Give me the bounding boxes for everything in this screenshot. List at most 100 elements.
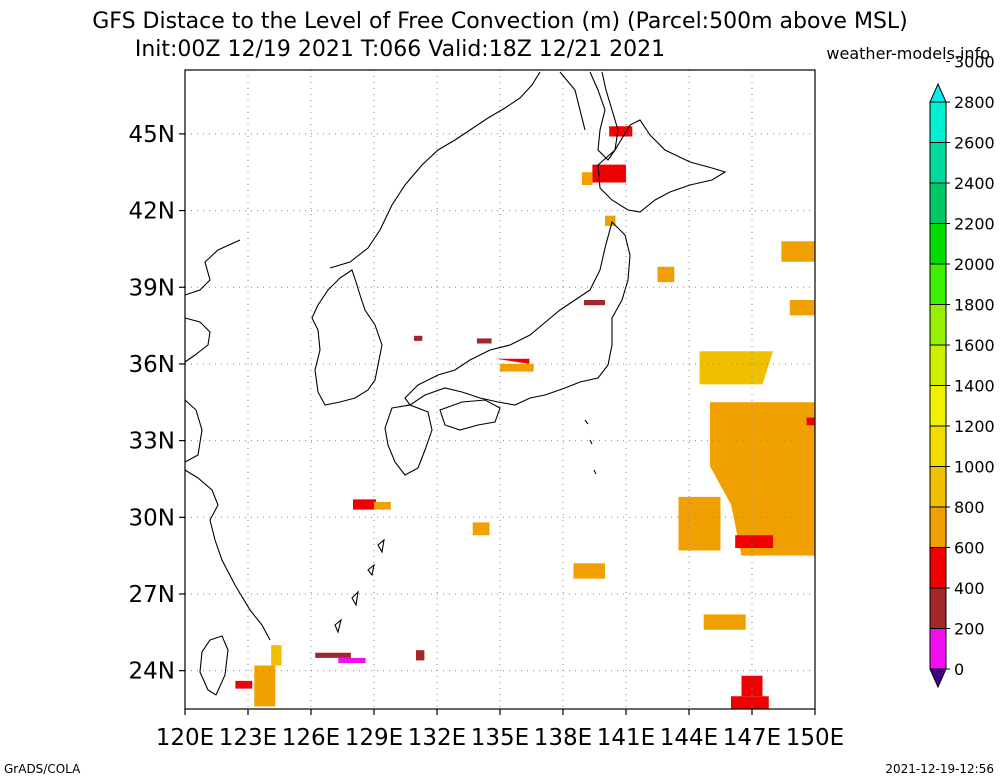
colorbar-label: 2200 bbox=[954, 215, 995, 234]
colorbar-label: 2600 bbox=[954, 134, 995, 153]
field-patch bbox=[789, 300, 815, 316]
coastlines bbox=[184, 71, 727, 696]
taiwan-coast bbox=[199, 635, 229, 696]
colorbar-box bbox=[929, 263, 947, 305]
field-patch bbox=[235, 680, 253, 689]
colorbar-box bbox=[929, 304, 947, 346]
footer-left: GrADS/COLA bbox=[4, 762, 81, 776]
field-patch bbox=[476, 338, 492, 344]
field-patch bbox=[353, 499, 377, 510]
izu-islands bbox=[584, 419, 597, 475]
field-patch bbox=[710, 402, 815, 556]
lon-label: 135E bbox=[471, 725, 529, 751]
colorbar-box bbox=[929, 385, 947, 427]
field-patch bbox=[315, 652, 351, 658]
map-border bbox=[184, 69, 816, 710]
map-subtitle: Init:00Z 12/19 2021 T:066 Valid:18Z 12/2… bbox=[134, 37, 666, 62]
lon-label: 150E bbox=[786, 725, 844, 751]
field-patch bbox=[500, 363, 534, 372]
lon-label: 120E bbox=[156, 725, 214, 751]
field-patch bbox=[338, 657, 366, 663]
footer-right: 2021-12-19-12:56 bbox=[885, 762, 994, 776]
colorbar-box bbox=[929, 425, 947, 467]
field-patch bbox=[581, 172, 593, 185]
map-title: GFS Distace to the Level of Free Convect… bbox=[92, 9, 908, 34]
colorbar-label: 2000 bbox=[954, 255, 995, 274]
field-patch bbox=[573, 563, 605, 579]
field-patch bbox=[416, 650, 425, 661]
lat-lon-grid bbox=[185, 70, 815, 709]
lat-label: 24N bbox=[129, 659, 175, 685]
colorbar-label: 1600 bbox=[954, 336, 995, 355]
lon-label: 132E bbox=[408, 725, 466, 751]
lat-label: 45N bbox=[129, 122, 175, 148]
lat-label: 33N bbox=[129, 429, 175, 455]
colorbar-box bbox=[929, 142, 947, 184]
colorbar-max-tip bbox=[929, 82, 947, 103]
colorbar-box bbox=[929, 101, 947, 143]
honshu-coast bbox=[404, 220, 631, 406]
colorbar: 0 200 400 600 800 1000 1200 1400 1600 1800 2000 220… bbox=[929, 53, 995, 689]
colorbar-label: 800 bbox=[954, 498, 985, 517]
field-patch bbox=[731, 696, 769, 709]
field-patch bbox=[806, 417, 815, 426]
colorbar-box bbox=[929, 628, 947, 670]
colorbar-label: 3000 bbox=[954, 53, 995, 72]
colorbar-label: 200 bbox=[954, 620, 985, 639]
china-coast bbox=[184, 239, 271, 641]
lon-label: 147E bbox=[723, 725, 781, 751]
lat-labels: 24N 27N 30N 33N 36N 39N 42N 45N bbox=[129, 122, 175, 685]
field-patch bbox=[374, 502, 391, 510]
colorbar-box bbox=[929, 506, 947, 548]
hokkaido-coast bbox=[597, 119, 727, 213]
lon-label: 126E bbox=[282, 725, 340, 751]
axis-ticks bbox=[179, 133, 816, 715]
colorbar-label: 600 bbox=[954, 539, 985, 558]
korea-coast bbox=[311, 269, 383, 406]
colorbar-box bbox=[929, 182, 947, 224]
field-patch bbox=[584, 300, 605, 306]
colorbar-box bbox=[929, 223, 947, 265]
colorbar-label: 2400 bbox=[954, 174, 995, 193]
colorbar-label: 0 bbox=[954, 660, 964, 679]
colorbar-label: 400 bbox=[954, 579, 985, 598]
lat-label: 30N bbox=[129, 505, 175, 531]
ryukyu-islands bbox=[334, 538, 385, 634]
lon-label: 129E bbox=[345, 725, 403, 751]
sakhalin-coast bbox=[589, 71, 619, 161]
colorbar-label: 1800 bbox=[954, 296, 995, 315]
kyushu-coast bbox=[384, 404, 433, 476]
site-credit: weather-models.info bbox=[826, 44, 990, 63]
field-patch bbox=[741, 675, 763, 697]
lon-label: 141E bbox=[597, 725, 655, 751]
colorbar-box bbox=[929, 587, 947, 629]
shikoku-coast bbox=[439, 399, 501, 431]
field-patch bbox=[678, 496, 721, 551]
lat-label: 39N bbox=[129, 275, 175, 301]
colorbar-min-tip bbox=[929, 668, 947, 689]
lat-label: 42N bbox=[129, 199, 175, 225]
tatar-coast bbox=[559, 71, 586, 131]
field-patch bbox=[472, 522, 490, 536]
lon-label: 144E bbox=[660, 725, 718, 751]
lfc-field bbox=[235, 126, 815, 709]
lat-label: 27N bbox=[129, 582, 175, 608]
colorbar-label: 2800 bbox=[954, 93, 995, 112]
field-patch bbox=[735, 535, 773, 548]
russia-coast bbox=[329, 71, 541, 269]
field-patch bbox=[781, 241, 815, 262]
colorbar-box bbox=[929, 344, 947, 386]
field-patch bbox=[609, 126, 633, 137]
colorbar-label: 1000 bbox=[954, 458, 995, 477]
colorbar-box bbox=[929, 547, 947, 589]
lon-labels: 120E 123E 126E 129E 132E 135E 138E 141E 144E 147E… bbox=[156, 725, 844, 751]
field-patch bbox=[271, 645, 282, 666]
colorbar-label: 1400 bbox=[954, 377, 995, 396]
field-patch bbox=[657, 266, 675, 283]
field-patch bbox=[254, 665, 276, 707]
field-patch bbox=[699, 351, 773, 385]
field-patch bbox=[703, 614, 746, 630]
field-patch bbox=[592, 164, 626, 183]
lon-label: 123E bbox=[219, 725, 277, 751]
